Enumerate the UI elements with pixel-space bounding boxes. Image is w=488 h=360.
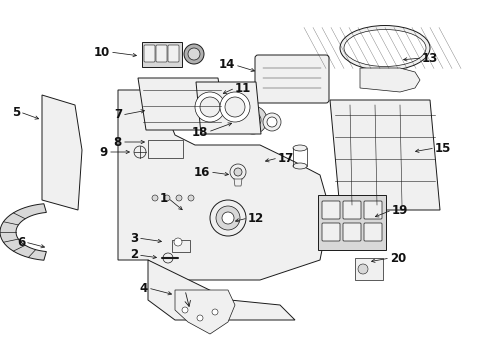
Circle shape — [163, 195, 170, 201]
Circle shape — [163, 253, 173, 263]
Text: 7: 7 — [114, 108, 122, 122]
Text: 12: 12 — [247, 211, 264, 225]
Circle shape — [176, 195, 182, 201]
Polygon shape — [329, 100, 439, 210]
FancyBboxPatch shape — [156, 45, 167, 62]
Circle shape — [182, 307, 187, 313]
Text: 1: 1 — [160, 192, 168, 204]
Circle shape — [357, 264, 367, 274]
Circle shape — [263, 113, 281, 131]
Polygon shape — [142, 42, 182, 67]
FancyBboxPatch shape — [363, 201, 381, 219]
Text: 14: 14 — [218, 58, 235, 72]
Text: 20: 20 — [389, 252, 406, 265]
FancyBboxPatch shape — [363, 223, 381, 241]
Circle shape — [244, 112, 261, 128]
Circle shape — [222, 212, 234, 224]
Text: 10: 10 — [94, 45, 110, 58]
FancyBboxPatch shape — [321, 201, 339, 219]
Ellipse shape — [292, 145, 306, 151]
FancyBboxPatch shape — [143, 45, 155, 62]
FancyBboxPatch shape — [168, 45, 179, 62]
Text: 18: 18 — [191, 126, 207, 139]
Circle shape — [187, 195, 194, 201]
FancyBboxPatch shape — [254, 55, 328, 103]
Text: 16: 16 — [193, 166, 209, 179]
Circle shape — [224, 97, 244, 117]
Circle shape — [174, 238, 182, 246]
Circle shape — [187, 48, 200, 60]
Circle shape — [234, 168, 242, 176]
Circle shape — [197, 315, 203, 321]
Ellipse shape — [339, 26, 429, 71]
Text: 4: 4 — [140, 282, 148, 294]
Text: 13: 13 — [421, 51, 437, 64]
Text: 11: 11 — [235, 81, 251, 94]
Text: 19: 19 — [391, 203, 407, 216]
Polygon shape — [354, 258, 382, 280]
Ellipse shape — [292, 163, 306, 169]
Circle shape — [239, 106, 266, 134]
Circle shape — [195, 92, 224, 122]
Circle shape — [209, 200, 245, 236]
FancyBboxPatch shape — [321, 223, 339, 241]
Text: 5: 5 — [12, 105, 20, 118]
Text: 6: 6 — [17, 235, 25, 248]
Circle shape — [220, 92, 249, 122]
Circle shape — [216, 206, 240, 230]
Circle shape — [212, 309, 218, 315]
Circle shape — [183, 44, 203, 64]
Text: 8: 8 — [114, 135, 122, 148]
Polygon shape — [196, 82, 261, 134]
Polygon shape — [317, 195, 385, 250]
Circle shape — [229, 164, 245, 180]
FancyBboxPatch shape — [342, 201, 360, 219]
Polygon shape — [138, 78, 225, 130]
Circle shape — [200, 97, 220, 117]
Polygon shape — [148, 260, 294, 320]
Text: 9: 9 — [100, 145, 108, 158]
Polygon shape — [172, 240, 190, 252]
FancyBboxPatch shape — [342, 223, 360, 241]
Polygon shape — [359, 68, 419, 92]
Circle shape — [266, 117, 276, 127]
Polygon shape — [0, 204, 46, 260]
Circle shape — [152, 195, 158, 201]
Text: 3: 3 — [130, 231, 138, 244]
Text: 17: 17 — [278, 152, 294, 165]
Ellipse shape — [343, 30, 425, 67]
Polygon shape — [118, 90, 329, 280]
Text: 2: 2 — [130, 248, 138, 261]
Polygon shape — [175, 290, 235, 334]
Circle shape — [134, 146, 146, 158]
Polygon shape — [148, 140, 183, 158]
Polygon shape — [234, 179, 242, 186]
Text: 15: 15 — [434, 141, 450, 154]
Polygon shape — [42, 95, 82, 210]
